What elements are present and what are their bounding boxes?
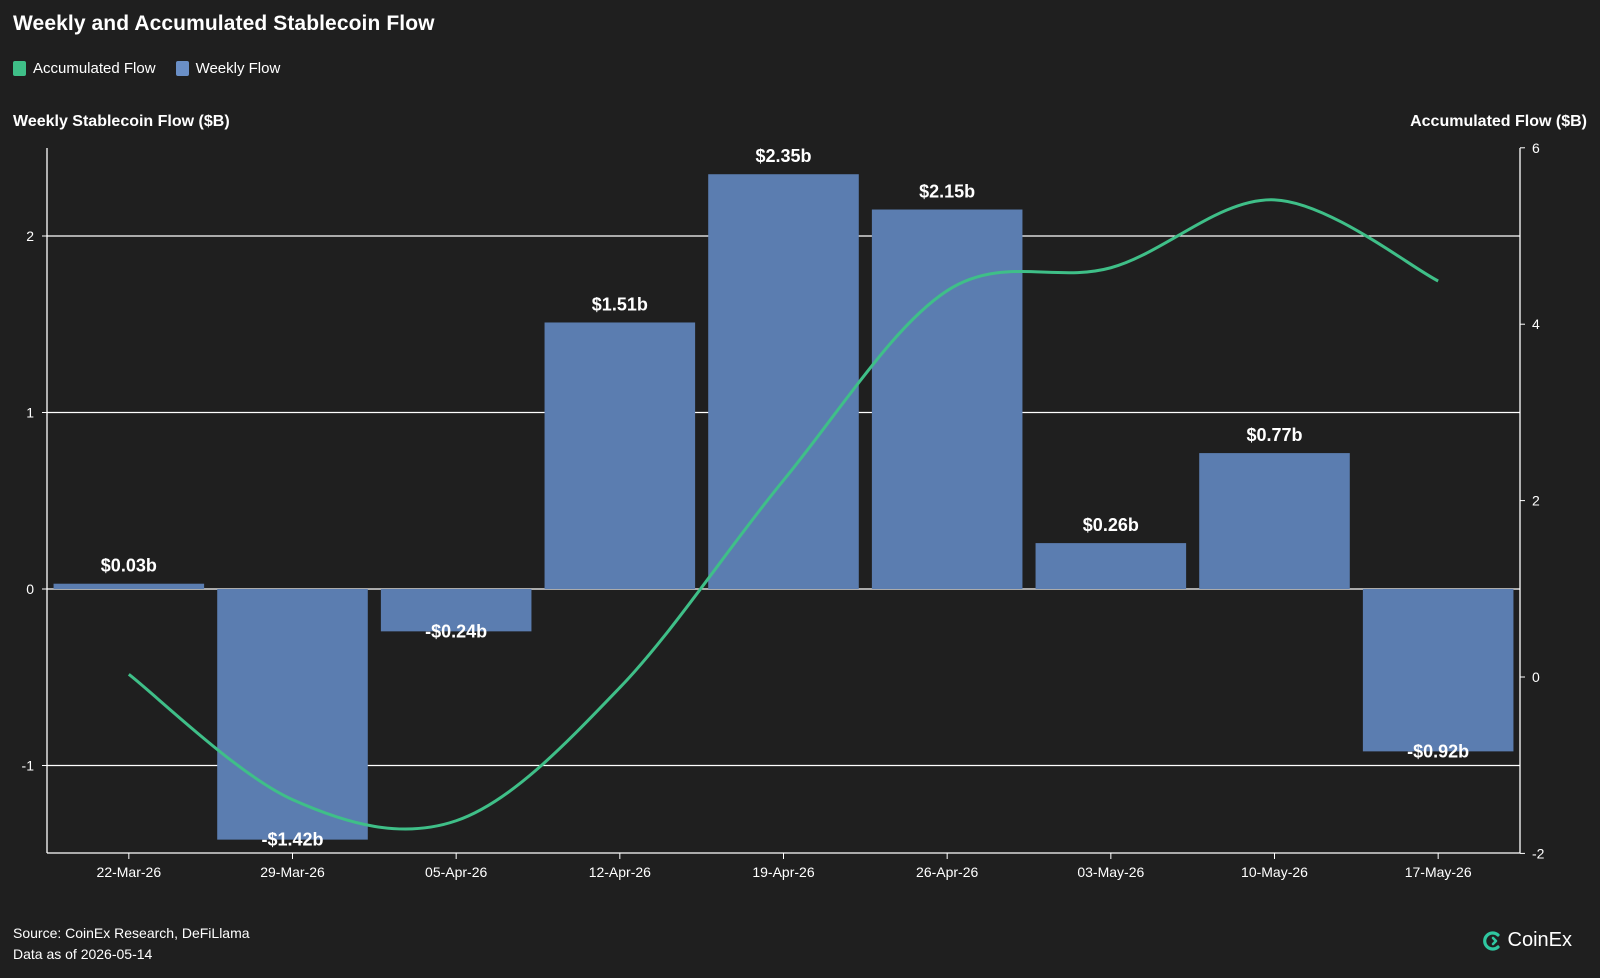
bar-26-Apr-26 bbox=[871, 209, 1023, 589]
bar-label-19-Apr-26: $2.35b bbox=[755, 146, 811, 166]
legend: Accumulated Flow Weekly Flow bbox=[13, 60, 280, 77]
right-axis-title: Accumulated Flow ($B) bbox=[1410, 113, 1587, 130]
label-layer: $0.03b -$1.42b -$0.24b $1.51b $2.35b $2.15b $0… bbox=[101, 146, 1469, 849]
logo-text: CoinEx bbox=[1507, 929, 1572, 951]
x-tick-label-03-May-26: 03-May-26 bbox=[1077, 864, 1144, 880]
bar-19-Apr-26 bbox=[708, 174, 859, 589]
legend-label-accumulated: Accumulated Flow bbox=[33, 60, 156, 77]
legend-swatch-accumulated bbox=[13, 61, 26, 76]
legend-label-weekly: Weekly Flow bbox=[195, 60, 281, 77]
bar-label-22-Mar-26: $0.03b bbox=[101, 556, 157, 576]
left-tick-label-0: 0 bbox=[26, 581, 34, 597]
right-tick-label-2: 2 bbox=[1532, 493, 1540, 509]
x-tick-label-26-Apr-26: 26-Apr-26 bbox=[916, 864, 978, 880]
bar-05-Apr-26 bbox=[380, 589, 532, 632]
coinex-logo: CoinEx bbox=[1482, 929, 1572, 952]
x-tick-label-10-May-26: 10-May-26 bbox=[1241, 864, 1308, 880]
right-tick-label-0: 0 bbox=[1532, 669, 1540, 685]
bar-12-Apr-26 bbox=[544, 322, 696, 589]
x-tick-label-19-Apr-26: 19-Apr-26 bbox=[752, 864, 814, 880]
x-tick-label-17-May-26: 17-May-26 bbox=[1405, 864, 1472, 880]
footer: Source: CoinEx Research, DeFiLlama Data … bbox=[13, 923, 250, 965]
line-layer bbox=[127, 198, 1439, 831]
coinex-logo-icon bbox=[1482, 930, 1500, 951]
bar-label-17-May-26: -$0.92b bbox=[1407, 741, 1469, 761]
left-tick-label--1: -1 bbox=[22, 758, 35, 774]
right-tick-label-4: 4 bbox=[1532, 316, 1540, 332]
legend-item-weekly[interactable]: Weekly Flow bbox=[175, 60, 281, 77]
bar-layer bbox=[53, 174, 1514, 840]
data-date-text: Data as of 2026-05-14 bbox=[13, 946, 153, 962]
right-tick-label-6: 6 bbox=[1532, 140, 1540, 156]
x-tick-label-22-Mar-26: 22-Mar-26 bbox=[97, 864, 162, 880]
bar-label-03-May-26: $0.26b bbox=[1083, 515, 1139, 535]
bar-label-05-Apr-26: -$0.24b bbox=[425, 621, 487, 641]
bar-03-May-26 bbox=[1035, 543, 1187, 589]
x-tick-label-05-Apr-26: 05-Apr-26 bbox=[425, 864, 487, 880]
x-tick-label-29-Mar-26: 29-Mar-26 bbox=[260, 864, 325, 880]
left-tick-label-1: 1 bbox=[26, 405, 34, 421]
bar-17-May-26 bbox=[1362, 589, 1514, 752]
bar-22-Mar-26 bbox=[53, 583, 205, 589]
axis-layer: -1 0 1 2 -2 0 2 4 6 22-Mar-26 29-Mar-26 05-Apr-26 12… bbox=[22, 140, 1545, 880]
left-tick-label-2: 2 bbox=[26, 228, 34, 244]
right-tick-label--2: -2 bbox=[1532, 845, 1545, 861]
bar-29-Mar-26 bbox=[217, 589, 368, 840]
left-axis-title: Weekly Stablecoin Flow ($B) bbox=[13, 113, 230, 130]
legend-item-accumulated[interactable]: Accumulated Flow bbox=[13, 60, 156, 77]
chart-title: Weekly and Accumulated Stablecoin Flow bbox=[13, 12, 435, 35]
bar-label-10-May-26: $0.77b bbox=[1246, 425, 1302, 445]
legend-swatch-weekly bbox=[175, 61, 189, 76]
bar-label-26-Apr-26: $2.15b bbox=[919, 182, 975, 202]
source-text: Source: CoinEx Research, DeFiLlama bbox=[13, 925, 250, 941]
accumulated-flow-line bbox=[127, 198, 1439, 831]
bar-label-29-Mar-26: -$1.42b bbox=[261, 830, 323, 850]
bar-10-May-26 bbox=[1199, 453, 1350, 589]
bar-label-12-Apr-26: $1.51b bbox=[592, 294, 648, 314]
x-tick-label-12-Apr-26: 12-Apr-26 bbox=[589, 864, 651, 880]
